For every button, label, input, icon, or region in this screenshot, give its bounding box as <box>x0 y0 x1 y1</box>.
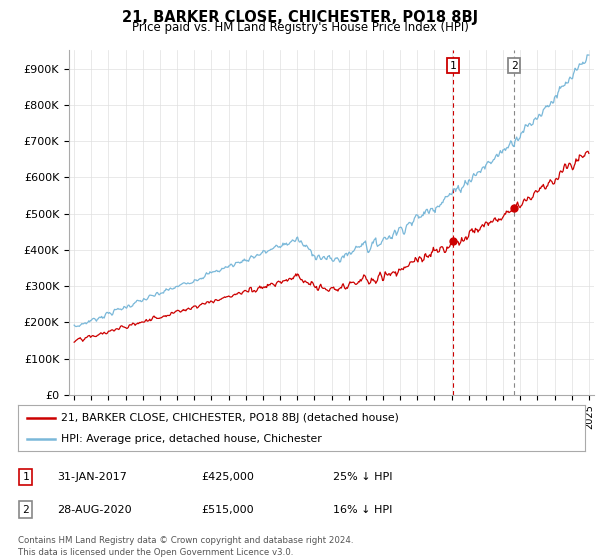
Text: 1: 1 <box>22 472 29 482</box>
Text: 25% ↓ HPI: 25% ↓ HPI <box>333 472 392 482</box>
Text: 21, BARKER CLOSE, CHICHESTER, PO18 8BJ (detached house): 21, BARKER CLOSE, CHICHESTER, PO18 8BJ (… <box>61 413 398 423</box>
Text: 31-JAN-2017: 31-JAN-2017 <box>57 472 127 482</box>
Text: 21, BARKER CLOSE, CHICHESTER, PO18 8BJ: 21, BARKER CLOSE, CHICHESTER, PO18 8BJ <box>122 10 478 25</box>
Text: Price paid vs. HM Land Registry's House Price Index (HPI): Price paid vs. HM Land Registry's House … <box>131 21 469 34</box>
Text: HPI: Average price, detached house, Chichester: HPI: Average price, detached house, Chic… <box>61 435 321 444</box>
Text: 2: 2 <box>22 505 29 515</box>
Text: Contains HM Land Registry data © Crown copyright and database right 2024.
This d: Contains HM Land Registry data © Crown c… <box>18 536 353 557</box>
Text: £425,000: £425,000 <box>201 472 254 482</box>
Text: 28-AUG-2020: 28-AUG-2020 <box>57 505 131 515</box>
Text: £515,000: £515,000 <box>201 505 254 515</box>
Text: 1: 1 <box>449 61 457 71</box>
Text: 2: 2 <box>511 61 518 71</box>
Text: 16% ↓ HPI: 16% ↓ HPI <box>333 505 392 515</box>
